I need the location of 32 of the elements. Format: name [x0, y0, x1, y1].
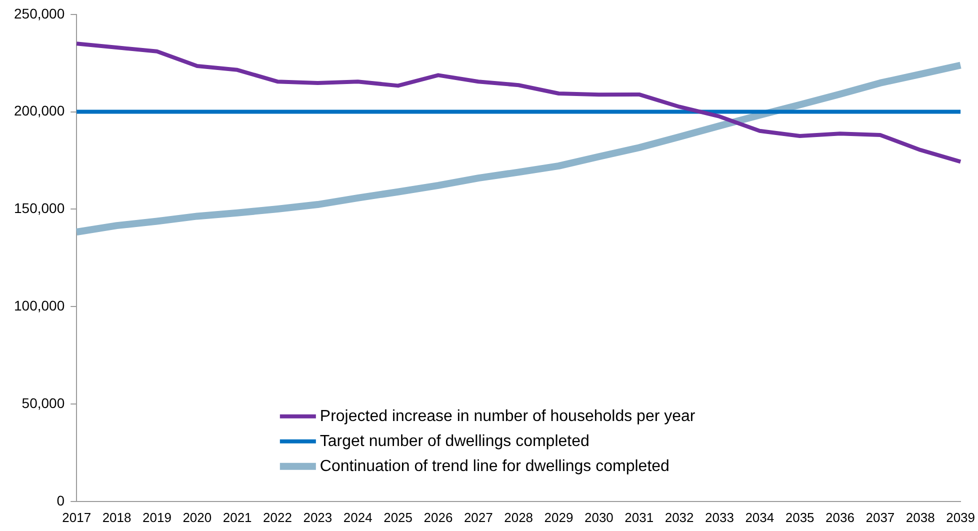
x-tick-label: 2019	[142, 510, 172, 525]
y-tick-label: 100,000	[14, 297, 65, 314]
y-tick-label: 250,000	[14, 5, 65, 22]
x-tick-label: 2017	[62, 510, 92, 525]
y-tick-label: 50,000	[22, 394, 65, 411]
x-tick-label: 2021	[222, 510, 252, 525]
x-tick-label: 2037	[866, 510, 895, 525]
x-tick-label: 2038	[906, 510, 935, 525]
x-tick-label: 2027	[464, 510, 493, 525]
x-tick-label: 2039	[946, 510, 975, 525]
x-tick-label: 2025	[384, 510, 412, 525]
x-tick-label: 2036	[826, 510, 854, 525]
legend-label: Continuation of trend line for dwellings completed	[320, 458, 670, 475]
x-tick-label: 2030	[584, 510, 614, 525]
x-tick-label: 2026	[424, 510, 453, 525]
x-tick-label: 2020	[182, 510, 212, 525]
legend-label: Projected increase in number of households per year	[320, 408, 696, 425]
x-tick-label: 2034	[745, 510, 774, 525]
y-tick-label: 200,000	[14, 102, 65, 119]
x-tick-label: 2035	[785, 510, 814, 525]
y-tick-label: 150,000	[14, 200, 65, 216]
legend-label: Target number of dwellings completed	[320, 432, 590, 450]
x-tick-label: 2022	[263, 510, 292, 525]
x-tick-label: 2018	[102, 510, 132, 525]
x-tick-label: 2029	[544, 510, 574, 525]
x-tick-label: 2032	[664, 510, 694, 525]
x-tick-label: 2031	[624, 510, 654, 525]
x-tick-label: 2023	[303, 510, 332, 525]
x-tick-label: 2028	[504, 510, 534, 525]
y-tick-label: 0	[56, 492, 65, 508]
x-tick-label: 2024	[343, 510, 372, 525]
x-tick-label: 2033	[705, 510, 734, 525]
